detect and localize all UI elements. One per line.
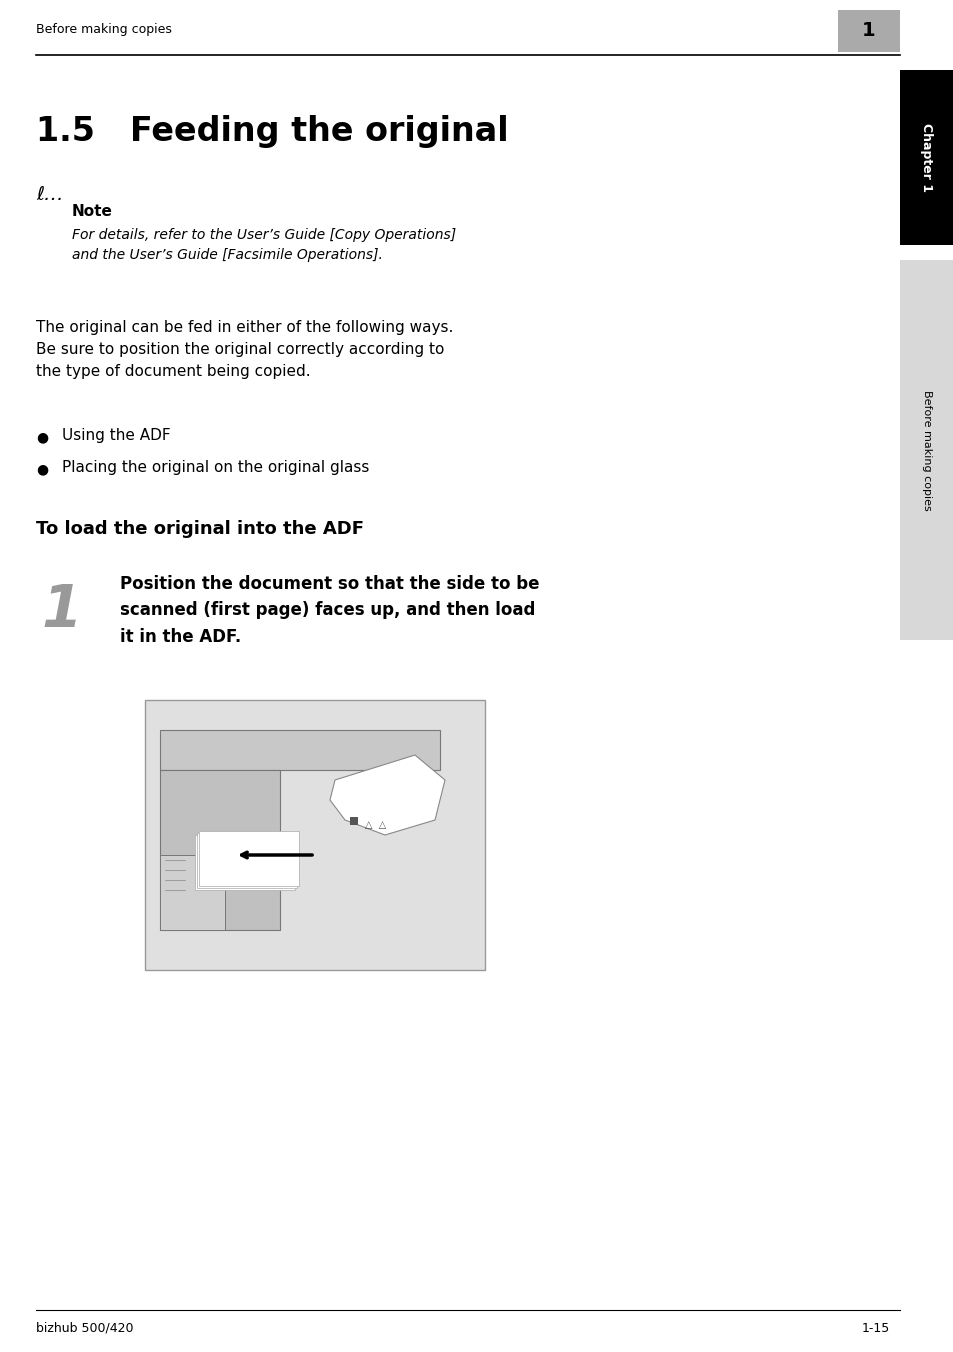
Text: ℓ…: ℓ… xyxy=(36,185,64,204)
Text: 1.5   Feeding the original: 1.5 Feeding the original xyxy=(36,115,508,147)
Text: 1-15: 1-15 xyxy=(861,1321,889,1334)
Bar xyxy=(837,9,899,51)
Bar xyxy=(160,730,439,771)
Text: For details, refer to the User’s Guide [Copy Operations]
and the User’s Guide [F: For details, refer to the User’s Guide [… xyxy=(71,228,456,261)
Text: The original can be fed in either of the following ways.
Be sure to position the: The original can be fed in either of the… xyxy=(36,320,453,380)
Bar xyxy=(194,836,294,890)
Text: 1: 1 xyxy=(862,22,875,41)
Bar xyxy=(899,260,953,639)
Text: bizhub 500/420: bizhub 500/420 xyxy=(36,1321,133,1334)
Text: Using the ADF: Using the ADF xyxy=(62,429,171,443)
Text: 1: 1 xyxy=(42,581,82,639)
Bar xyxy=(199,831,298,886)
Text: ●: ● xyxy=(36,430,48,443)
Text: Placing the original on the original glass: Placing the original on the original gla… xyxy=(62,460,369,475)
Text: Position the document so that the side to be
scanned (first page) faces up, and : Position the document so that the side t… xyxy=(120,575,539,646)
Polygon shape xyxy=(330,754,444,836)
Text: Chapter 1: Chapter 1 xyxy=(920,123,933,192)
Bar xyxy=(160,854,225,930)
Bar xyxy=(160,771,280,930)
Text: Before making copies: Before making copies xyxy=(921,389,931,510)
Bar xyxy=(899,70,953,245)
Text: △  △: △ △ xyxy=(365,821,386,830)
Text: ●: ● xyxy=(36,462,48,476)
Bar xyxy=(145,700,484,969)
Text: Before making copies: Before making copies xyxy=(36,23,172,37)
Text: Note: Note xyxy=(71,204,112,219)
Bar xyxy=(350,817,357,825)
Bar xyxy=(196,833,296,888)
Text: To load the original into the ADF: To load the original into the ADF xyxy=(36,521,364,538)
